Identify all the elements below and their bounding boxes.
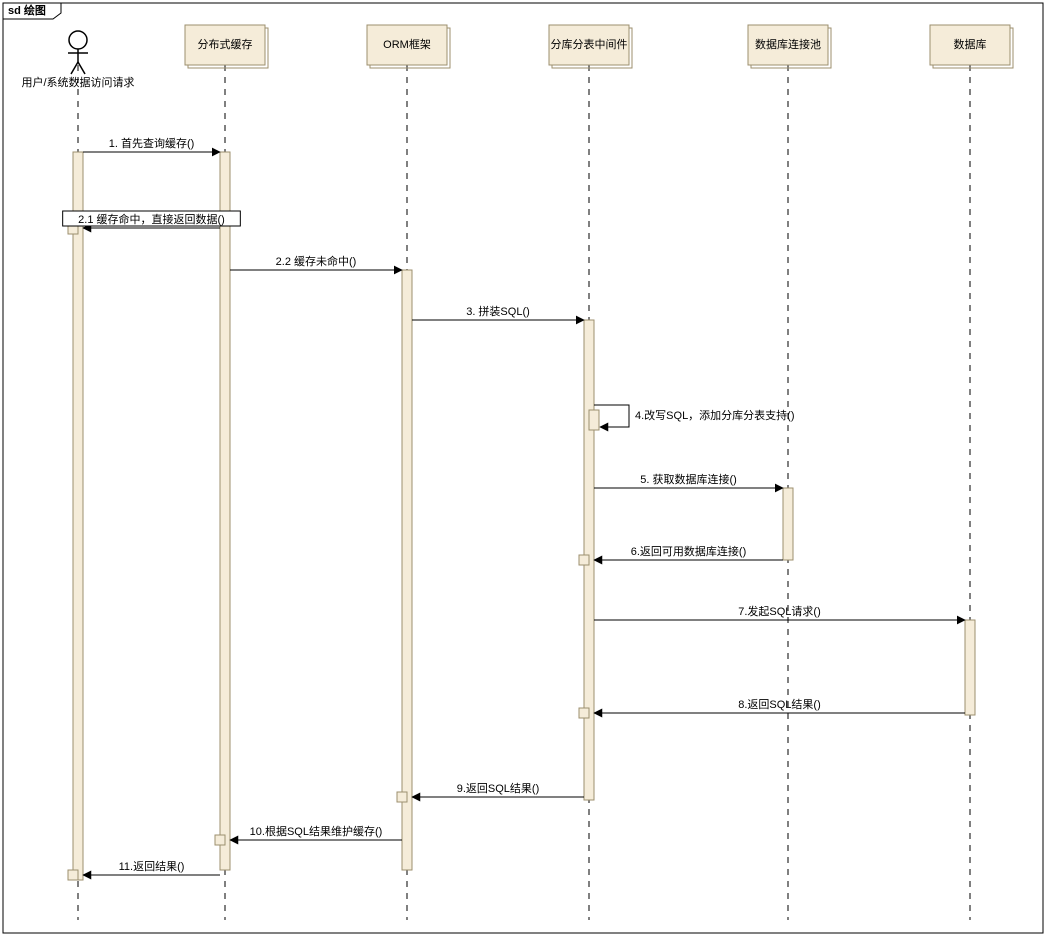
activation-shard-9 — [579, 555, 589, 565]
activation-pool-11 — [783, 488, 793, 560]
message-label-12: 11.返回结果() — [119, 860, 185, 873]
message-label-10: 9.返回SQL结果() — [457, 782, 540, 795]
participant-label-cache: 分布式缓存 — [198, 37, 253, 51]
participant-label-orm: ORM框架 — [383, 38, 431, 51]
message-4: 3. 拼装SQL() — [412, 304, 584, 320]
message-6: 5. 获取数据库连接() — [594, 472, 783, 488]
participant-label-db: 数据库 — [954, 37, 987, 51]
activation-shard-8 — [589, 410, 599, 430]
message-label-3: 2.2 缓存未命中() — [276, 254, 357, 268]
actor-label: 用户/系统数据访问请求 — [21, 75, 134, 89]
message-5: 4.改写SQL，添加分库分表支持() — [594, 405, 795, 427]
message-label-4: 3. 拼装SQL() — [466, 304, 530, 318]
message-3: 2.2 缓存未命中() — [230, 254, 402, 270]
activation-actor-0 — [73, 152, 83, 880]
message-label-2: 2.1 缓存命中，直接返回数据() — [78, 212, 225, 226]
participant-label-pool: 数据库连接池 — [755, 37, 821, 51]
activation-orm-6 — [397, 792, 407, 802]
message-label-6: 5. 获取数据库连接() — [640, 472, 737, 486]
message-10: 9.返回SQL结果() — [412, 782, 584, 797]
message-1: 1. 首先查询缓存() — [83, 136, 220, 152]
frame-label: sd 绘图 — [8, 3, 46, 17]
message-11: 10.根据SQL结果维护缓存() — [230, 824, 402, 840]
activation-cache-3 — [220, 152, 230, 870]
message-label-11: 10.根据SQL结果维护缓存() — [250, 824, 383, 838]
message-label-7: 6.返回可用数据库连接() — [631, 544, 747, 558]
message-9: 8.返回SQL结果() — [594, 698, 965, 713]
message-label-9: 8.返回SQL结果() — [738, 698, 821, 711]
message-7: 6.返回可用数据库连接() — [594, 544, 783, 560]
activation-actor-2 — [68, 870, 78, 880]
sequence-diagram: sd 绘图用户/系统数据访问请求 分布式缓存 ORM框架 分库分表中间件 数据库连接池 数… — [0, 0, 1046, 936]
participant-label-shard: 分库分表中间件 — [551, 37, 628, 51]
message-8: 7.发起SQL请求() — [594, 604, 965, 620]
activation-shard-10 — [579, 708, 589, 718]
message-label-8: 7.发起SQL请求() — [738, 604, 821, 618]
message-label-1: 1. 首先查询缓存() — [109, 136, 195, 150]
activation-cache-4 — [215, 835, 225, 845]
message-2: 2.1 缓存命中，直接返回数据() — [63, 211, 241, 228]
message-label-5: 4.改写SQL，添加分库分表支持() — [635, 408, 795, 422]
actor-head — [69, 31, 87, 49]
activation-db-12 — [965, 620, 975, 715]
activation-orm-5 — [402, 270, 412, 870]
message-12: 11.返回结果() — [83, 860, 220, 875]
